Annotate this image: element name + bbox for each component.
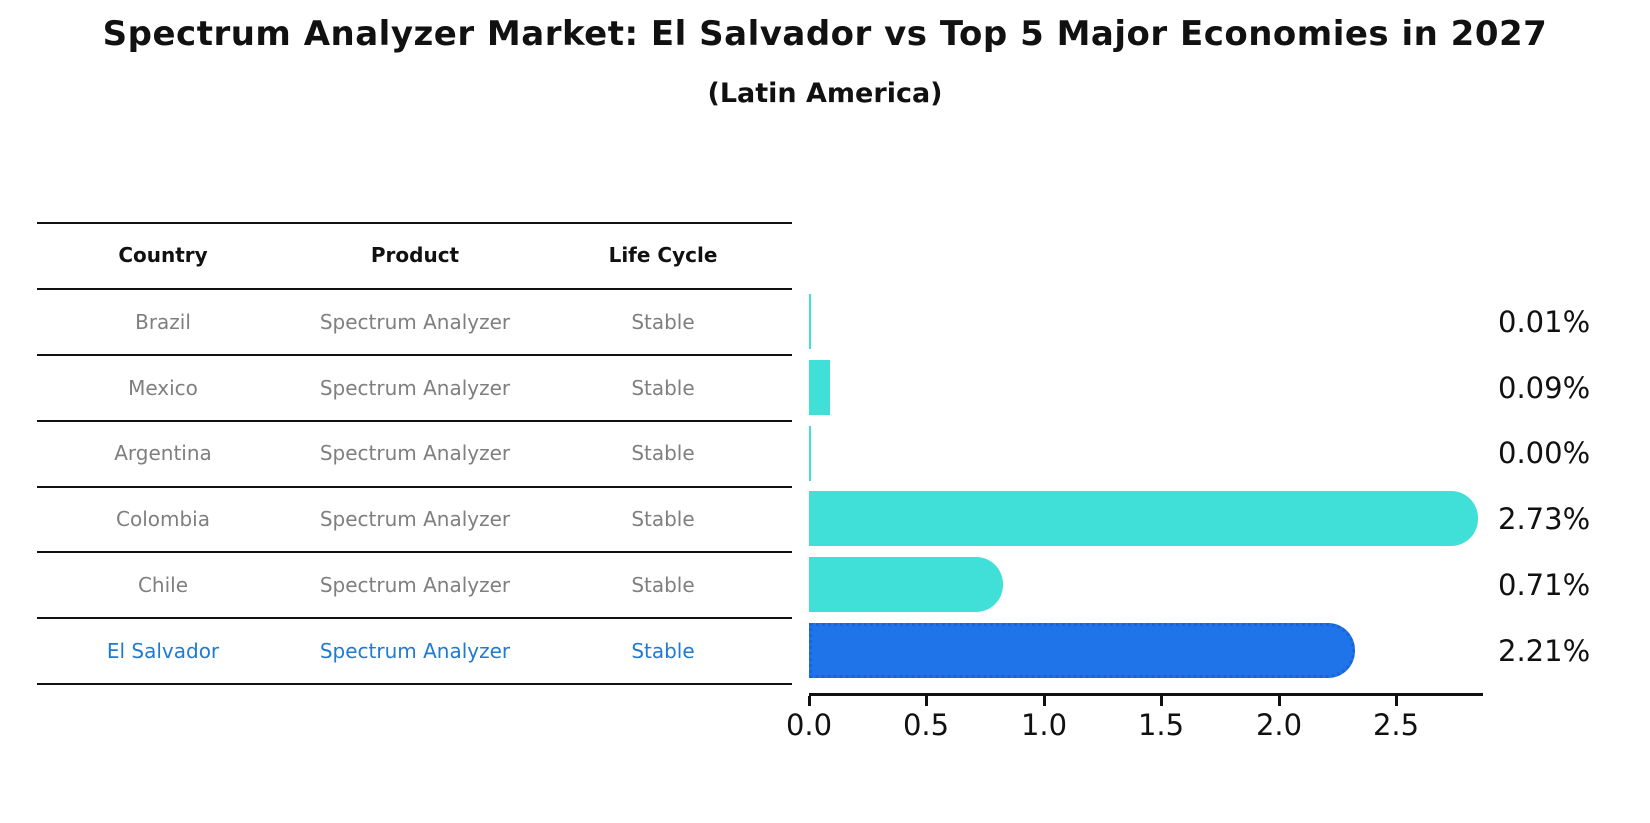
value-label: 0.00% [1498, 436, 1591, 470]
bar-mexico [809, 360, 831, 415]
value-label: 0.71% [1498, 568, 1591, 602]
table-divider [37, 420, 792, 422]
value-label: 2.21% [1498, 634, 1591, 668]
table-divider [37, 486, 792, 488]
x-axis-tick [1043, 696, 1046, 706]
cell-life-cycle: Stable [631, 507, 695, 531]
cell-life-cycle: Stable [631, 441, 695, 465]
cell-product: Spectrum Analyzer [319, 573, 511, 597]
bar-argentina [809, 426, 811, 481]
cell-country: Chile [137, 573, 189, 597]
cell-country: Argentina [114, 441, 212, 465]
chart-title: Spectrum Analyzer Market: El Salvador vs… [102, 14, 1548, 54]
chart-subtitle: (Latin America) [707, 78, 943, 109]
cell-life-cycle: Stable [631, 310, 695, 334]
value-label: 2.73% [1498, 502, 1591, 536]
x-axis-tick [925, 696, 928, 706]
cell-country: Mexico [128, 376, 198, 400]
x-axis-tick-label: 2.5 [1372, 708, 1420, 742]
cell-product: Spectrum Analyzer [319, 639, 511, 663]
bar-colombia [809, 491, 1478, 546]
table-divider [37, 551, 792, 553]
value-label: 0.01% [1498, 305, 1591, 339]
cell-country: Colombia [116, 507, 210, 531]
cell-country: El Salvador [106, 639, 220, 663]
bar-el-salvador [809, 623, 1356, 678]
x-axis-tick-label: 1.5 [1137, 708, 1185, 742]
x-axis-tick [1395, 696, 1398, 706]
table-divider [37, 617, 792, 619]
table-divider [37, 222, 792, 224]
cell-product: Spectrum Analyzer [319, 441, 511, 465]
cell-product: Spectrum Analyzer [319, 310, 511, 334]
cell-product: Spectrum Analyzer [319, 507, 511, 531]
x-axis-tick-label: 2.0 [1255, 708, 1303, 742]
column-header-country: Country [118, 243, 208, 267]
table-divider [37, 683, 792, 685]
x-axis-line [809, 693, 1483, 696]
column-header-product: Product [370, 243, 460, 267]
bar-chile [809, 557, 1003, 612]
cell-life-cycle: Stable [631, 376, 695, 400]
x-axis-tick [1160, 696, 1163, 706]
bar-brazil [809, 294, 812, 349]
x-axis-tick-label: 1.0 [1020, 708, 1068, 742]
column-header-life-cycle: Life Cycle [608, 243, 718, 267]
x-axis-tick [1278, 696, 1281, 706]
table-divider [37, 288, 792, 290]
cell-life-cycle: Stable [631, 639, 695, 663]
cell-country: Brazil [135, 310, 191, 334]
x-axis-tick-label: 0.0 [785, 708, 833, 742]
x-axis-tick-label: 0.5 [902, 708, 950, 742]
table-divider [37, 354, 792, 356]
cell-product: Spectrum Analyzer [319, 376, 511, 400]
value-label: 0.09% [1498, 371, 1591, 405]
cell-life-cycle: Stable [631, 573, 695, 597]
x-axis-tick [808, 696, 811, 706]
